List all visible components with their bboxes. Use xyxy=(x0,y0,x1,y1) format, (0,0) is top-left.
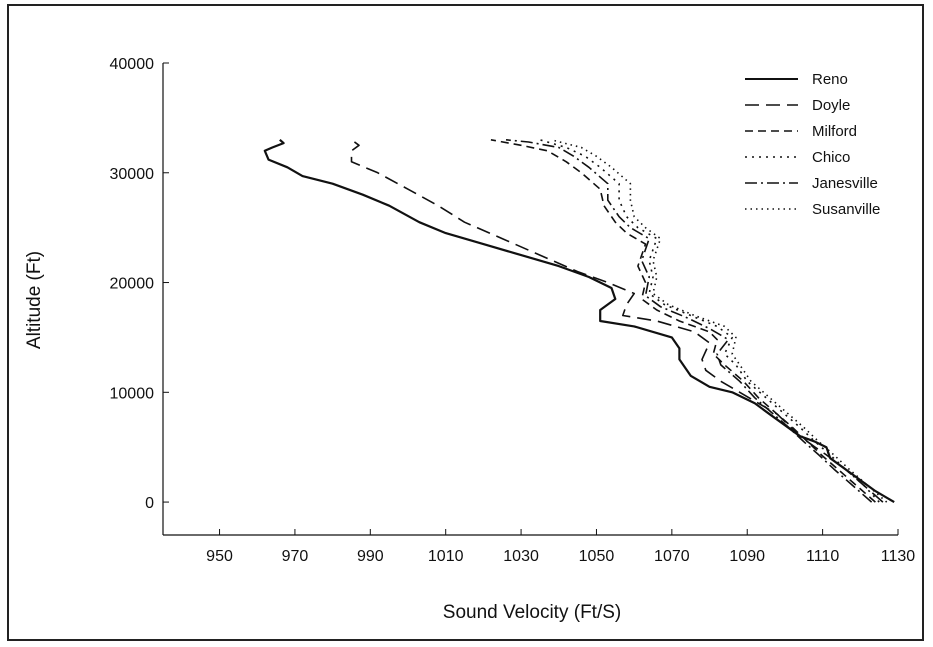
x-tick-label: 990 xyxy=(357,548,384,565)
legend-label: Janesville xyxy=(812,175,878,192)
legend-label: Susanville xyxy=(812,201,880,218)
x-tick-label: 1030 xyxy=(503,548,539,565)
x-tick-label: 970 xyxy=(282,548,309,565)
x-tick-label: 1010 xyxy=(428,548,464,565)
x-tick-label: 1110 xyxy=(806,548,839,565)
y-tick-label: 0 xyxy=(145,495,154,512)
legend: Reno Doyle Milford Chico Janesville Susanvill… xyxy=(745,71,880,218)
x-tick-label: 1130 xyxy=(881,548,916,565)
series-lines xyxy=(263,138,895,504)
axes: 950 970 990 1010 1030 1050 1070 1090 1110 1130 0 10… xyxy=(110,56,916,565)
y-tick-label: 10000 xyxy=(110,385,155,402)
series-line-reno xyxy=(263,138,895,504)
legend-label: Chico xyxy=(812,149,850,166)
y-tick-label: 30000 xyxy=(110,166,155,183)
legend-label: Reno xyxy=(812,71,848,88)
legend-label: Doyle xyxy=(812,97,850,114)
x-tick-label: 1050 xyxy=(579,548,615,565)
series-line-milford xyxy=(490,139,876,503)
x-tick-label: 1070 xyxy=(654,548,690,565)
series-line-janesville xyxy=(505,139,873,503)
x-axis-title: Sound Velocity (Ft/S) xyxy=(443,602,621,623)
series-line-susanville xyxy=(551,139,888,503)
x-tick-label: 950 xyxy=(206,548,233,565)
x-tick-label: 1090 xyxy=(729,548,765,565)
series-line-chico xyxy=(539,139,880,503)
y-tick-label: 40000 xyxy=(110,56,155,73)
legend-label: Milford xyxy=(812,123,857,140)
y-axis-title: Altitude (Ft) xyxy=(24,251,45,349)
series-line-doyle xyxy=(350,139,884,503)
y-tick-label: 20000 xyxy=(110,276,155,293)
